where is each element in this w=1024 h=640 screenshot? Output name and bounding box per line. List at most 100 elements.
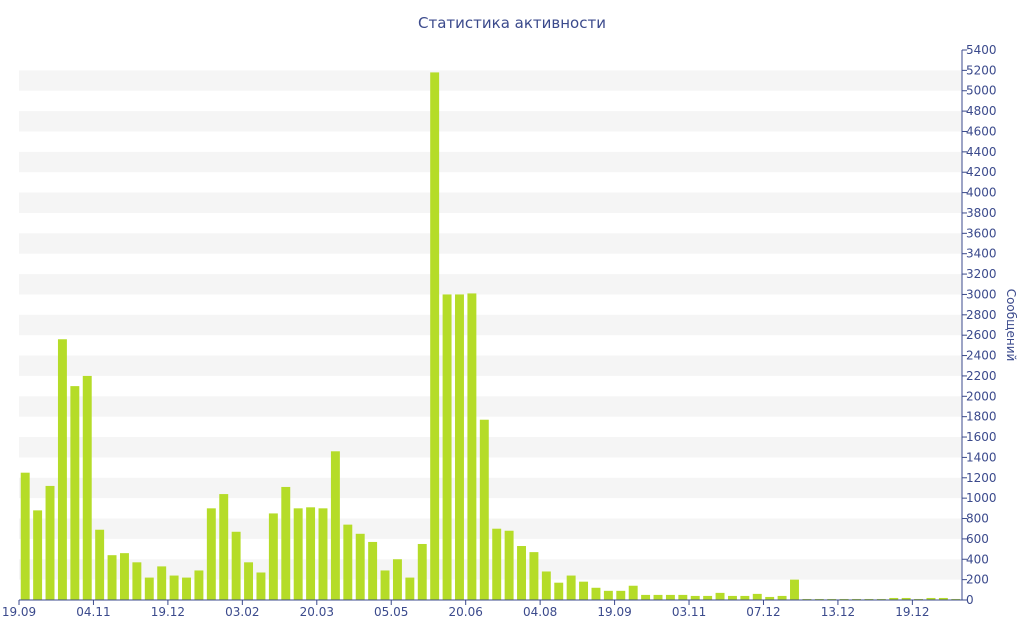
y-tick-label: 2800	[966, 308, 997, 322]
y-tick-label: 4800	[966, 104, 997, 118]
bar	[889, 597, 899, 600]
y-tick-label: 2000	[966, 389, 997, 403]
bar	[219, 494, 229, 600]
bar-series	[20, 72, 961, 600]
grid-band	[19, 151, 962, 173]
bar	[194, 570, 204, 600]
bar	[355, 533, 365, 600]
bar	[492, 528, 502, 600]
bar	[641, 594, 651, 600]
bar	[802, 598, 812, 600]
y-tick-label: 1800	[966, 410, 997, 424]
bar	[330, 451, 340, 600]
bar	[120, 553, 129, 600]
bar	[727, 595, 737, 600]
x-tick-label: 13.12	[821, 605, 855, 619]
bar	[380, 570, 390, 600]
bar	[827, 598, 837, 600]
bar	[107, 555, 117, 600]
x-tick-label: 07.12	[746, 605, 780, 619]
y-tick-label: 800	[966, 512, 989, 526]
y-tick-label: 3800	[966, 206, 997, 220]
bar	[343, 524, 353, 600]
y-tick-label: 3600	[966, 226, 997, 240]
bar	[603, 590, 613, 600]
y-tick-label: 2400	[966, 349, 997, 363]
bar	[33, 510, 43, 600]
bar	[417, 543, 427, 600]
y-tick-label: 400	[966, 552, 989, 566]
bar	[715, 592, 725, 600]
bar	[20, 472, 30, 600]
bar	[579, 581, 589, 600]
bar	[95, 529, 105, 600]
bar	[628, 585, 638, 600]
bar	[901, 597, 911, 600]
y-axis-label: Сообщений	[1004, 289, 1018, 362]
bar	[541, 571, 551, 600]
bar	[529, 552, 539, 600]
grid-band	[19, 355, 962, 376]
grid-bands	[19, 70, 962, 580]
bar	[814, 598, 824, 600]
y-tick-label: 3200	[966, 267, 997, 281]
x-axis: 19.09 04.11 19.12 03.02 20.03 05.05 20.06 04.08…	[2, 599, 962, 619]
grid-band	[19, 518, 962, 539]
x-tick-label: 19.12	[151, 605, 185, 619]
y-tick-label: 5400	[966, 43, 997, 57]
y-tick-label: 4600	[966, 124, 997, 138]
x-tick-label: 20.03	[300, 605, 334, 619]
grid-band	[19, 477, 962, 499]
y-tick-label: 4000	[966, 186, 997, 200]
bar	[368, 541, 378, 600]
grid-band	[19, 396, 962, 417]
bar	[504, 530, 514, 600]
x-tick-label: 03.02	[225, 605, 259, 619]
bar	[690, 595, 700, 600]
x-tick-label: 04.08	[523, 605, 557, 619]
y-tick-label: 4400	[966, 145, 997, 159]
bar	[144, 577, 154, 600]
bar	[653, 594, 663, 600]
bar	[70, 386, 80, 600]
bar	[405, 577, 415, 600]
bar	[938, 597, 948, 600]
y-tick-label: 1600	[966, 430, 997, 444]
grid-band	[19, 233, 962, 254]
bar	[790, 579, 799, 600]
grid-band	[19, 192, 962, 213]
bar	[777, 595, 787, 600]
y-tick-label: 3000	[966, 287, 997, 301]
chart-title: Статистика активности	[418, 14, 606, 32]
bar	[839, 598, 849, 600]
x-tick-label: 05.05	[374, 605, 408, 619]
bar	[765, 596, 775, 600]
bar	[951, 598, 961, 600]
y-tick-label: 1400	[966, 450, 997, 464]
x-tick-label: 20.06	[449, 605, 483, 619]
bar	[306, 507, 316, 600]
bar	[206, 508, 216, 600]
bar	[281, 486, 291, 600]
x-tick-label: 04.11	[76, 605, 110, 619]
bar	[517, 546, 526, 600]
y-tick-label: 4200	[966, 165, 997, 179]
bar	[455, 294, 464, 600]
bar	[268, 513, 278, 600]
y-tick-label: 3400	[966, 247, 997, 261]
grid-band	[19, 274, 962, 295]
bar	[57, 339, 67, 600]
bar	[169, 575, 179, 600]
bar	[740, 595, 750, 600]
bar	[678, 594, 688, 600]
bar	[244, 562, 254, 600]
bar	[467, 293, 477, 600]
y-tick-label: 5200	[966, 63, 997, 77]
y-tick-label: 2600	[966, 328, 997, 342]
bar	[430, 72, 440, 600]
x-tick-label: 03.11	[672, 605, 706, 619]
x-tick-label: 19.09	[2, 605, 36, 619]
y-tick-label: 5000	[966, 84, 997, 98]
bar	[864, 598, 874, 600]
bar	[876, 598, 886, 600]
